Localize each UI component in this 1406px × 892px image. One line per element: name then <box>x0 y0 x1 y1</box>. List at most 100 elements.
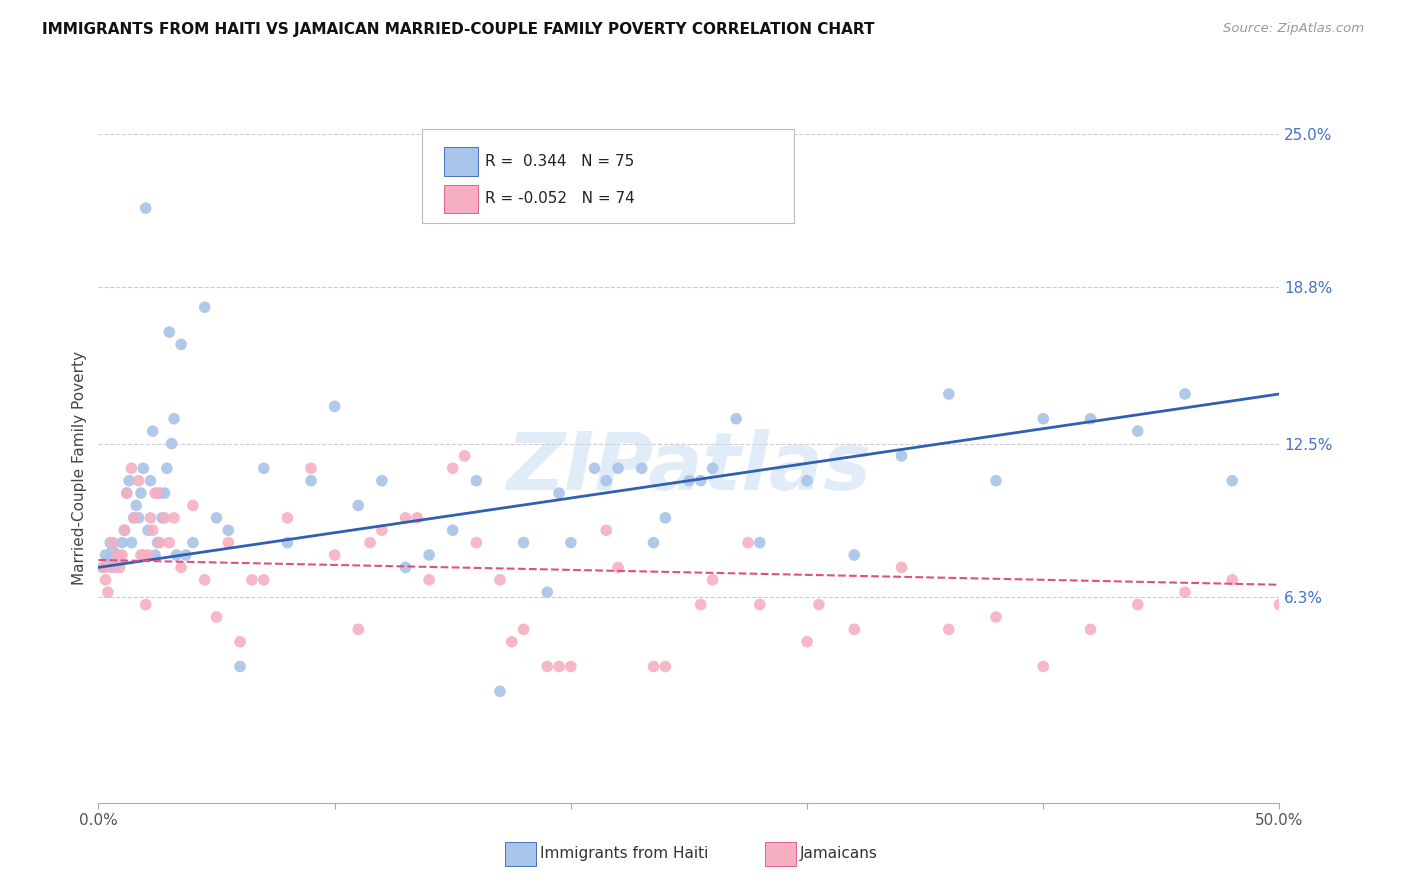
Point <box>136 523 159 537</box>
Point <box>702 573 724 587</box>
Point <box>170 560 193 574</box>
Point <box>115 486 138 500</box>
Point <box>796 474 818 488</box>
Point <box>1316 585 1339 599</box>
Text: IMMIGRANTS FROM HAITI VS JAMAICAN MARRIED-COUPLE FAMILY POVERTY CORRELATION CHAR: IMMIGRANTS FROM HAITI VS JAMAICAN MARRIE… <box>42 22 875 37</box>
Point <box>104 560 127 574</box>
Point <box>678 474 700 488</box>
Point <box>98 535 121 549</box>
Point <box>406 511 429 525</box>
Point <box>441 523 464 537</box>
Point <box>583 461 606 475</box>
Point <box>1080 411 1102 425</box>
Point <box>748 598 770 612</box>
Point <box>108 560 131 574</box>
Point <box>163 511 186 525</box>
Point <box>240 573 263 587</box>
Point <box>807 598 830 612</box>
Point <box>163 411 186 425</box>
Point <box>181 499 204 513</box>
Point <box>174 548 197 562</box>
Point <box>108 553 131 567</box>
Point <box>1220 474 1243 488</box>
Point <box>844 623 866 637</box>
Point <box>149 486 172 500</box>
Point <box>512 535 534 549</box>
Point <box>501 634 523 648</box>
Point <box>418 573 440 587</box>
Point <box>1126 598 1149 612</box>
Y-axis label: Married-Couple Family Poverty: Married-Couple Family Poverty <box>72 351 87 585</box>
Point <box>654 659 676 673</box>
Point <box>128 474 150 488</box>
Point <box>91 560 114 574</box>
Point <box>143 548 166 562</box>
Point <box>595 474 617 488</box>
Point <box>347 499 370 513</box>
Point <box>890 449 912 463</box>
Point <box>98 560 121 574</box>
Text: Jamaicans: Jamaicans <box>800 847 877 861</box>
Point <box>1362 573 1385 587</box>
Point <box>146 535 169 549</box>
Point <box>170 337 193 351</box>
Point <box>453 449 475 463</box>
Point <box>146 486 169 500</box>
Point <box>135 201 157 215</box>
Point <box>217 535 239 549</box>
Point <box>347 623 370 637</box>
Point <box>181 535 204 549</box>
Point <box>160 436 183 450</box>
Point <box>1174 387 1197 401</box>
Point <box>115 486 138 500</box>
Point <box>111 548 134 562</box>
Point <box>153 486 176 500</box>
Point <box>253 461 276 475</box>
Point <box>253 573 276 587</box>
Point <box>984 610 1007 624</box>
Point <box>157 535 180 549</box>
Point <box>560 535 582 549</box>
Point <box>489 573 512 587</box>
Point <box>512 623 534 637</box>
Point <box>135 598 157 612</box>
Point <box>121 461 143 475</box>
Text: R = -0.052   N = 74: R = -0.052 N = 74 <box>485 191 636 206</box>
Point <box>643 535 665 549</box>
Point <box>142 523 165 537</box>
Point <box>560 659 582 673</box>
Text: Immigrants from Haiti: Immigrants from Haiti <box>540 847 709 861</box>
Point <box>139 511 162 525</box>
Point <box>844 548 866 562</box>
Point <box>630 461 652 475</box>
Text: R =  0.344   N = 75: R = 0.344 N = 75 <box>485 154 634 169</box>
Point <box>229 634 252 648</box>
Point <box>153 511 176 525</box>
Point <box>702 461 724 475</box>
Point <box>1080 623 1102 637</box>
Point <box>97 553 120 567</box>
Point <box>465 474 488 488</box>
Point <box>1032 659 1054 673</box>
Point <box>643 659 665 673</box>
Point <box>132 548 155 562</box>
Point <box>536 659 558 673</box>
Point <box>91 560 114 574</box>
Point <box>394 560 416 574</box>
Point <box>111 535 134 549</box>
Text: Source: ZipAtlas.com: Source: ZipAtlas.com <box>1223 22 1364 36</box>
Point <box>607 560 630 574</box>
Point <box>229 659 252 673</box>
Point <box>150 511 173 525</box>
Point <box>299 474 322 488</box>
Point <box>796 634 818 648</box>
Point <box>441 461 464 475</box>
Point <box>1174 585 1197 599</box>
Point <box>890 560 912 574</box>
Point <box>938 623 960 637</box>
Point <box>129 486 152 500</box>
Point <box>299 461 322 475</box>
Point <box>984 474 1007 488</box>
Point <box>101 543 124 558</box>
Point <box>548 659 571 673</box>
